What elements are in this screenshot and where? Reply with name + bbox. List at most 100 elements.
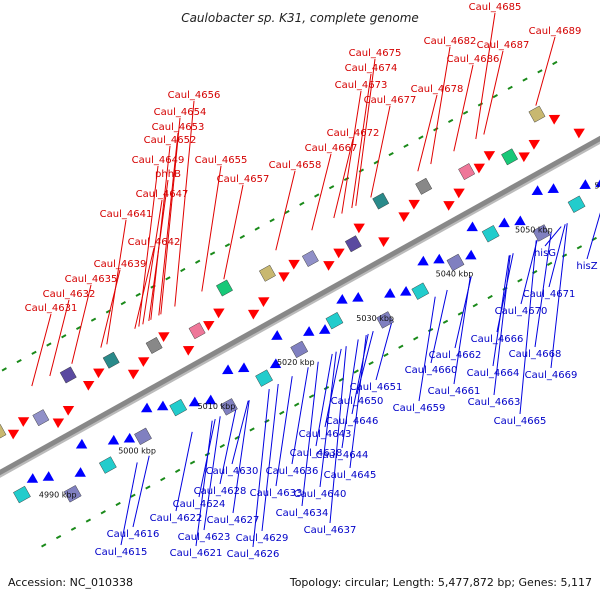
dot-mark <box>209 251 216 256</box>
leader-line <box>148 179 169 322</box>
gene-block <box>458 163 476 181</box>
dot-mark <box>31 350 37 355</box>
backbone-line <box>0 135 600 476</box>
dot-mark <box>61 334 67 339</box>
gene-label-bottom: Caul_4630 <box>206 466 259 477</box>
gene-label-bottom: Caul_4623 <box>178 532 231 543</box>
leader-line <box>100 269 121 348</box>
gene-label-top: Caul_4667 <box>305 143 358 154</box>
leader-line <box>417 94 438 172</box>
leader-line <box>142 199 163 325</box>
gene-label-bottom: Caul_4627 <box>207 515 260 526</box>
dot-mark <box>1 367 7 372</box>
leader-line <box>454 276 472 349</box>
dot-mark <box>343 176 350 182</box>
leader-line <box>195 420 213 547</box>
dot-mark <box>403 143 409 148</box>
gene-block <box>344 235 362 253</box>
gene-arrow <box>433 253 445 264</box>
leader-line <box>351 73 372 209</box>
gene-block <box>446 253 465 272</box>
leader-line <box>232 400 250 514</box>
dot-mark <box>472 303 478 308</box>
gene-label-bottom: Caul_4662 <box>429 350 482 361</box>
gene-label-bottom: Caul_4665 <box>494 416 547 427</box>
gene-block <box>290 340 309 359</box>
leader-line <box>333 138 354 219</box>
dot-mark <box>561 253 568 258</box>
gene-label-bottom: Caul_4650 <box>331 396 384 407</box>
gene-arrow <box>62 405 75 416</box>
scale-labels: 4990 kbp 5000 kbp 5010 kbp 5020 kbp 5030 kbp… <box>39 181 600 499</box>
dot-mark <box>442 319 449 324</box>
dot-mark <box>328 185 335 190</box>
dot-mark <box>284 209 290 215</box>
leader-line <box>341 90 362 214</box>
dot-mark <box>135 292 141 297</box>
gene-block <box>528 105 546 123</box>
leader-line <box>311 153 332 231</box>
gene-arrow <box>17 417 30 427</box>
gene-arrow <box>288 259 300 270</box>
gene-label-top: Caul_4649 <box>132 155 185 166</box>
gene-arrow <box>188 396 201 407</box>
leader-line <box>315 353 333 447</box>
gene-label-bottom: Caul_4629 <box>236 533 289 544</box>
leader-line <box>550 223 568 369</box>
gene-arrow <box>378 237 390 248</box>
gene-label-top: Caul_4632 <box>43 289 96 300</box>
gene-label-top: Caul_4687 <box>477 40 530 51</box>
leader-line <box>430 46 451 165</box>
gene-arrow <box>417 255 429 266</box>
gene-block <box>134 427 152 446</box>
gene-arrow <box>514 215 526 226</box>
gene-arrow <box>137 357 150 367</box>
gene-label-top: Caul_4682 <box>424 36 477 47</box>
dot-mark <box>427 328 434 333</box>
dot-mark <box>314 193 320 198</box>
gene-block <box>145 337 163 354</box>
gene-arrow <box>269 358 282 369</box>
leader-line <box>49 299 70 377</box>
gene-arrow <box>498 217 510 228</box>
gene-label-top: Caul_4641 <box>100 209 153 220</box>
gene-label-bottom: hisZ <box>576 261 597 272</box>
gene-arrow <box>7 429 20 440</box>
gene-arrow <box>318 324 331 334</box>
gene-label-bottom: Caul_4645 <box>324 470 377 481</box>
gene-label-bottom: Caul_4666 <box>471 334 524 345</box>
gene-arrow <box>182 346 195 356</box>
dot-mark <box>264 419 270 424</box>
gene-label-bottom: Caul_4622 <box>150 513 203 524</box>
gene-arrow <box>595 177 600 187</box>
gene-label-bottom: hisG <box>534 248 556 259</box>
gene-label-top: Caul_4631 <box>25 303 78 314</box>
dot-mark <box>398 344 404 349</box>
gene-label-bottom: Caul_4633 <box>250 488 303 499</box>
leader-line <box>519 240 537 415</box>
leader-line <box>534 232 552 348</box>
leader-line <box>341 339 359 449</box>
gene-block <box>102 351 120 369</box>
leader-line <box>71 284 92 364</box>
gene-label-bottom: Caul_4628 <box>194 486 247 497</box>
gene-arrow <box>107 434 120 445</box>
gene-block <box>220 398 238 416</box>
gene-label-top: Caul_4673 <box>335 80 388 91</box>
gene-label-bottom: Caul_4621 <box>170 548 223 559</box>
leader-line <box>198 418 216 498</box>
gene-arrow <box>547 183 559 193</box>
gene-label-bottom: Caul_4626 <box>227 549 280 560</box>
gene-arrow <box>158 332 170 342</box>
dot-mark <box>224 243 231 248</box>
gene-arrow <box>352 291 364 302</box>
dot-mark <box>239 234 246 239</box>
gene-block <box>376 311 395 329</box>
dot-mark <box>487 294 493 300</box>
dot-mark <box>120 301 126 306</box>
gene-block <box>98 456 117 474</box>
scale-label: 5000 kbp <box>118 446 156 455</box>
tick-marks <box>1 60 597 548</box>
gene-label-top: Caul_4642 <box>128 237 181 248</box>
gene-label-top: Caul_4686 <box>447 54 500 65</box>
